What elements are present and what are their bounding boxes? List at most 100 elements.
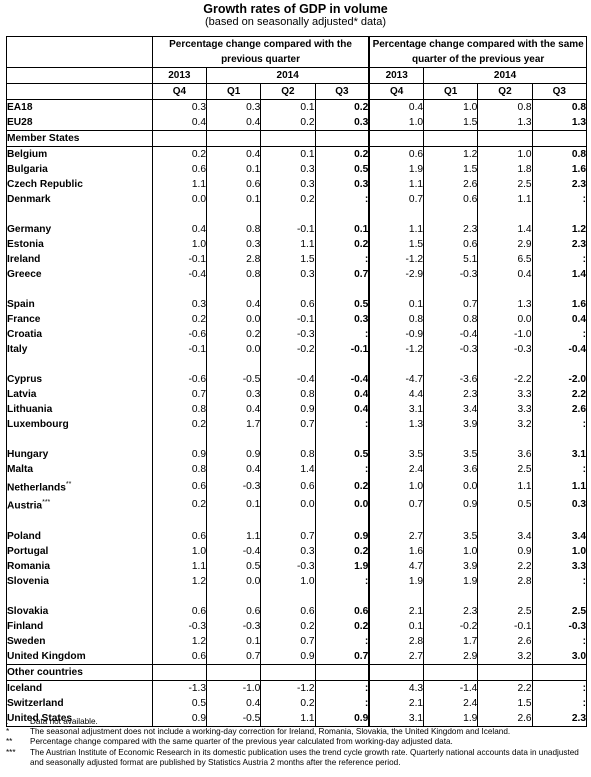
table-row: Romania 1.1 0.5 -0.3 1.9 4.7 3.9 2.2 3.3 [7,558,587,574]
value-cell: -0.3 [151,618,207,634]
section-header-cell [314,130,370,147]
value-cell: 0.4 [206,695,261,711]
value-cell: 2.7 [368,528,424,544]
value-cell: 0.3 [206,387,261,402]
row-label: Austria*** [7,495,153,513]
value-cell: -0.2 [260,342,316,357]
footnote-text: Data not available. [30,717,98,726]
table-row: Latvia 0.7 0.3 0.8 0.4 4.4 2.3 3.3 2.2 [7,387,587,402]
value-cell: 0.2 [314,99,370,115]
value-cell: : [314,633,370,649]
value-cell: 0.7 [314,267,370,282]
spacer-cell [206,588,261,604]
table-row: Belgium 0.2 0.4 0.1 0.2 0.6 1.2 1.0 0.8 [7,146,587,162]
value-cell: 2.2 [477,680,533,696]
value-cell: 1.5 [260,252,316,267]
header-year-2014-a: 2014 [206,67,370,84]
value-cell: 0.6 [206,177,261,192]
row-label: Cyprus [7,372,153,387]
row-label-text: Croatia [7,329,43,340]
value-cell: 0.0 [151,192,207,207]
value-cell: 1.1 [260,237,316,252]
value-cell: 5.1 [423,252,478,267]
value-cell: 0.3 [314,115,370,131]
value-cell: 3.5 [423,528,478,544]
value-cell: 2.3 [531,237,587,252]
footnote-text: The Austrian Institute of Economic Resea… [30,747,579,767]
value-cell: 3.1 [368,710,424,727]
spacer-cell [423,513,478,529]
value-cell: 0.6 [423,192,478,207]
spacer-cell [531,588,587,604]
value-cell: 0.1 [206,495,261,514]
row-label: Spain [7,297,153,312]
value-cell: 0.5 [314,447,370,462]
value-cell: 0.0 [423,477,478,496]
table-row: Luxembourg 0.2 1.7 0.7:1.3 3.9 3.2: [7,417,587,432]
value-cell: 1.1 [368,177,424,192]
value-cell: 0.8 [368,312,424,327]
value-cell: 1.4 [531,267,587,282]
footnote-symbol: : [6,717,9,726]
row-label: Bulgaria [7,162,153,177]
value-cell: 2.6 [423,177,478,192]
value-cell: 0.2 [314,237,370,252]
spacer-cell [477,432,533,447]
row-label-text: Czech Republic [7,179,83,190]
row-label: Hungary [7,447,153,462]
spacer-cell [423,207,478,222]
value-cell: 0.2 [314,543,370,559]
spacer-cell [151,588,207,604]
value-cell: 1.5 [423,115,478,131]
value-cell: 0.5 [151,695,207,711]
value-cell: 1.7 [423,633,478,649]
value-cell: 0.0 [206,573,261,589]
value-cell: -0.6 [151,372,207,387]
value-cell: 1.4 [477,222,533,237]
header-corner-quarter [6,83,153,100]
value-cell: 1.0 [477,146,533,162]
row-label: Czech Republic [7,177,153,192]
header-corner-year [6,67,153,84]
row-label-text: United Kingdom [7,650,86,662]
value-cell: 1.1 [206,528,261,544]
section-header-cell [531,663,587,681]
spacer-row [7,357,587,372]
spacer-cell [314,207,370,222]
value-cell: 0.1 [314,222,370,237]
value-cell: -1.2 [260,680,316,696]
value-cell: 2.4 [423,695,478,711]
value-cell: -0.1 [151,342,207,357]
spacer-cell [368,207,424,222]
value-cell: 3.0 [531,648,587,665]
row-label-text: Hungary [7,449,49,460]
value-cell: 1.0 [368,477,424,496]
value-cell: 1.3 [477,297,533,312]
value-cell: 1.0 [260,573,316,589]
row-label: Poland [7,529,153,544]
value-cell: 3.5 [423,447,478,462]
value-cell: 0.5 [314,297,370,312]
value-cell: 0.0 [260,495,316,514]
row-label-text: Poland [7,530,41,542]
value-cell: -1.2 [368,252,424,267]
value-cell: 1.1 [477,192,533,207]
spacer-cell [477,513,533,529]
section-header-cell [477,130,533,147]
spacer-cell [423,588,478,604]
value-cell: -2.2 [477,372,533,387]
value-cell: 3.3 [477,387,533,402]
value-cell: 0.6 [423,237,478,252]
value-cell: -0.5 [206,372,261,387]
row-label-text: Iceland [7,682,43,694]
section-header-cell [206,130,261,147]
table-row: Finland -0.3 -0.3 0.2 0.2 0.1 -0.2 -0.1 -0.3 [7,618,587,634]
row-label-text: Greece [7,269,42,280]
value-cell: 0.6 [151,648,207,665]
value-cell: 0.8 [260,447,316,462]
row-label: Luxembourg [7,417,153,432]
value-cell: 0.5 [206,558,261,574]
value-cell: -0.3 [423,342,478,357]
value-cell: 3.6 [423,462,478,477]
value-cell: 3.3 [477,402,533,417]
